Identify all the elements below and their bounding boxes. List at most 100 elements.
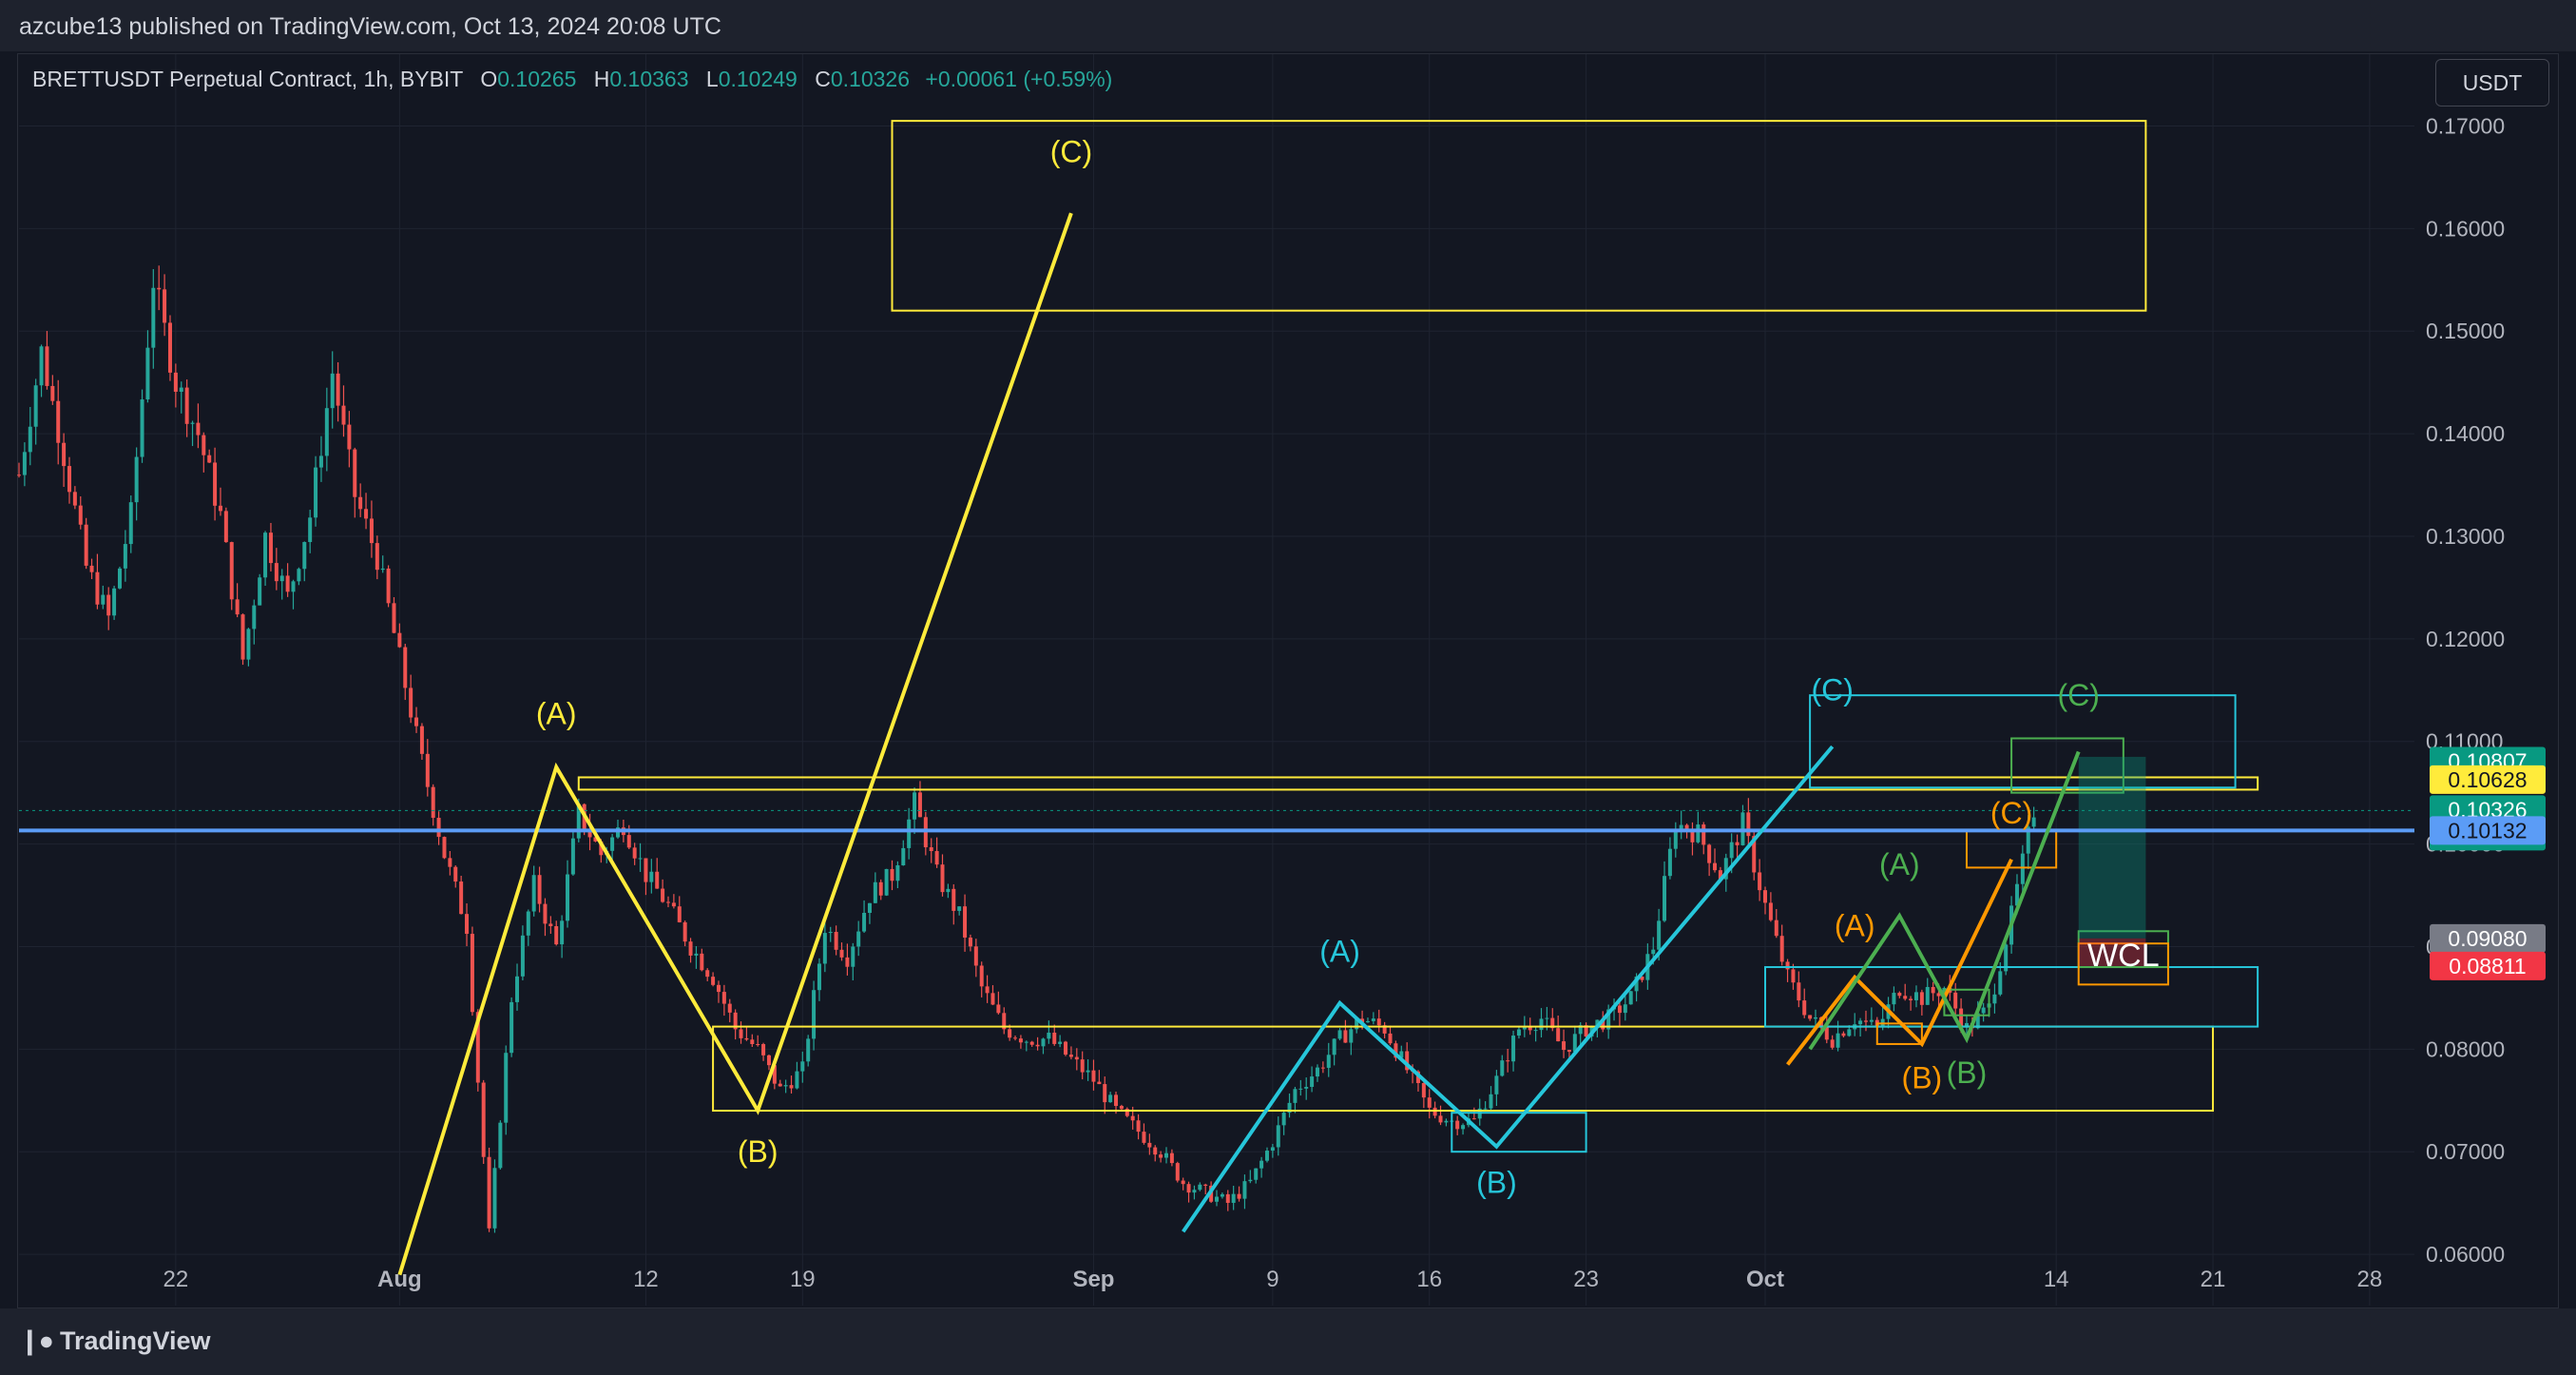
- candle-body: [218, 505, 222, 512]
- candle-body: [1483, 1108, 1488, 1110]
- candle-body: [1903, 996, 1908, 999]
- y-tick-label: 0.13000: [2426, 524, 2505, 549]
- candle-body: [800, 1061, 805, 1072]
- candle-body: [733, 1012, 738, 1030]
- candle-body: [1690, 831, 1695, 842]
- wave-label: (B): [1947, 1055, 1988, 1090]
- candle-body: [62, 442, 67, 467]
- tradingview-brand[interactable]: ❙● TradingView: [19, 1327, 210, 1356]
- candle-body: [1371, 1018, 1375, 1021]
- candle-body: [1640, 976, 1644, 980]
- x-tick-label: 16: [1416, 1267, 1442, 1292]
- candle-body: [1758, 872, 1762, 891]
- y-tick-label: 0.15000: [2426, 319, 2505, 343]
- candle-body: [895, 864, 900, 881]
- candle-body: [968, 937, 972, 947]
- candle-body: [235, 599, 240, 615]
- candle-body: [475, 1012, 480, 1083]
- candle-body: [1953, 992, 1958, 1009]
- candle-body: [1287, 1102, 1292, 1114]
- candle-body: [409, 688, 413, 718]
- candle-body: [1998, 971, 2003, 995]
- candle-body: [1108, 1094, 1113, 1103]
- footer-bar: [0, 1308, 2576, 1375]
- candle-body: [632, 847, 637, 859]
- candle-body: [1634, 976, 1639, 992]
- candle-body: [537, 875, 542, 904]
- candle-body: [1086, 1070, 1090, 1073]
- candle-body: [907, 819, 912, 848]
- candle-body: [599, 841, 604, 856]
- candle-body: [95, 571, 100, 605]
- candle-body: [1752, 836, 1757, 873]
- candle-body: [761, 1044, 766, 1055]
- zone-box: [577, 776, 2259, 791]
- open-label: O: [480, 67, 498, 91]
- candle-body: [593, 837, 598, 842]
- zone-box: [2077, 942, 2169, 986]
- y-tick-label: 0.12000: [2426, 627, 2505, 651]
- chart-frame[interactable]: [17, 53, 2559, 1308]
- candle-body: [1304, 1087, 1309, 1089]
- candle-body: [1427, 1097, 1432, 1108]
- candle-body: [1701, 824, 1706, 845]
- candle-body: [318, 455, 323, 468]
- candle-body: [1047, 1032, 1051, 1039]
- candle-body: [531, 875, 536, 912]
- candle-body: [184, 387, 189, 424]
- candle-body: [1489, 1094, 1493, 1109]
- candle-body: [364, 509, 369, 519]
- candle-body: [213, 462, 218, 506]
- candle-body: [1242, 1181, 1247, 1199]
- currency-button[interactable]: USDT: [2435, 59, 2549, 107]
- wave-count-line: [1182, 745, 1835, 1233]
- candle-body: [347, 424, 352, 450]
- candle-body: [258, 577, 262, 606]
- x-tick-label: Oct: [1746, 1267, 1784, 1292]
- candle-body: [1237, 1193, 1241, 1199]
- candle-body: [369, 518, 374, 544]
- candle-body: [1617, 1005, 1622, 1014]
- candle-body: [839, 949, 844, 958]
- candle-body: [341, 405, 346, 425]
- candle-body: [1595, 1019, 1600, 1026]
- wave-label: (A): [1879, 847, 1920, 881]
- candle-body: [1651, 949, 1656, 955]
- candle-body: [1198, 1184, 1202, 1191]
- x-tick-label: 21: [2201, 1267, 2226, 1292]
- candle-body: [1225, 1193, 1230, 1203]
- candle-body: [72, 492, 77, 506]
- x-tick-label: 28: [2357, 1267, 2383, 1292]
- candle-body: [856, 931, 861, 947]
- candle-body: [1723, 858, 1728, 880]
- candle-body: [644, 858, 648, 882]
- candle-body: [917, 792, 922, 818]
- candle-body: [1399, 1051, 1404, 1058]
- x-tick-label: 14: [2044, 1267, 2069, 1292]
- candle-body: [1119, 1106, 1124, 1110]
- open-value: 0.10265: [497, 67, 577, 91]
- wave-label: (A): [536, 696, 577, 730]
- candle-body: [1657, 920, 1662, 950]
- candle-body: [1628, 991, 1633, 1005]
- candle-body: [481, 1082, 486, 1157]
- candle-body: [1394, 1043, 1398, 1058]
- candle-body: [1153, 1147, 1158, 1155]
- candle-body: [884, 868, 889, 896]
- brand-label: TradingView: [59, 1327, 211, 1355]
- candle-body: [1718, 870, 1722, 880]
- price-axis-label-text: 0.08811: [2449, 954, 2526, 978]
- candle-body: [56, 400, 61, 443]
- candle-body: [375, 543, 379, 571]
- candle-body: [867, 902, 872, 914]
- zone-box: [1943, 988, 1990, 1017]
- candle-body: [1959, 1008, 1964, 1028]
- candle-body: [682, 921, 687, 942]
- candle-body: [403, 647, 408, 688]
- candle-body: [207, 455, 212, 463]
- candle-body: [1175, 1163, 1180, 1181]
- candle-body: [1035, 1044, 1040, 1047]
- candle-body: [89, 565, 94, 572]
- candle-body: [1276, 1125, 1280, 1148]
